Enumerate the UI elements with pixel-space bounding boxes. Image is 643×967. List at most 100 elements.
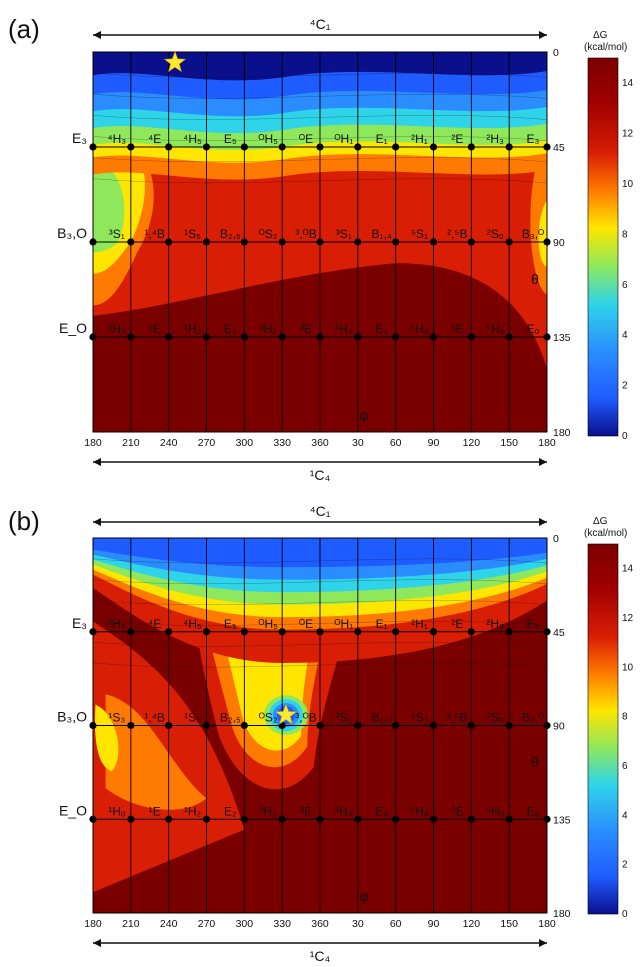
conformer-point — [165, 815, 173, 823]
bottom-arrow-right-head — [539, 939, 547, 947]
conformer-point — [202, 238, 211, 246]
conformer-point — [505, 628, 513, 636]
y-tick-label: 0 — [553, 533, 559, 545]
conformer-label: ⁵S₁ — [411, 227, 428, 241]
conformer-point — [505, 721, 513, 730]
top-axis-label: ⁴C₁ — [310, 16, 331, 32]
conformer-label: ⁵E — [451, 322, 464, 336]
conformer-point — [505, 333, 513, 341]
region-right-yellow — [538, 199, 547, 268]
conformer-point — [354, 815, 362, 823]
conformer-label: B₁,₄ — [372, 711, 392, 725]
y-tick-label: 180 — [553, 908, 571, 920]
x-tick-label: 120 — [463, 437, 481, 449]
y-tick-label: 135 — [553, 332, 571, 344]
conformer-point — [392, 628, 400, 636]
colorbar-title: ΔG — [593, 30, 608, 41]
colorbar-tick: 10 — [622, 662, 634, 673]
row-label: E_O — [59, 320, 87, 336]
conformer-point — [89, 721, 97, 730]
conformer-label: ²,⁵B — [447, 711, 467, 725]
conformer-point — [467, 333, 475, 341]
conformer-label: ³S₁ — [336, 227, 352, 241]
top-arrow-left-head — [93, 31, 101, 39]
conformer-label: E₃ — [527, 617, 540, 631]
row-label: B₃,O — [57, 225, 87, 241]
conformer-point — [127, 721, 135, 730]
conformer-point — [392, 815, 400, 823]
x-tick-label: 60 — [390, 437, 402, 449]
conformer-label: Eₒ — [527, 804, 540, 818]
conformer-point — [467, 143, 475, 151]
y-axis-label: θ — [531, 271, 539, 287]
star-marker — [274, 703, 298, 725]
conformer-point — [505, 238, 513, 246]
conformer-label: ⁴E — [148, 617, 161, 631]
conformer-point — [240, 143, 248, 151]
colorbar — [587, 57, 619, 437]
colorbar-unit: (kcal/mol) — [584, 42, 627, 53]
conformer-label: ¹,⁴B — [144, 227, 165, 241]
conformer-point — [467, 238, 475, 246]
conformer-point — [316, 628, 324, 636]
conformer-point — [165, 238, 173, 246]
conformer-point — [165, 143, 173, 151]
conformer-label: ⁵H₄ — [410, 804, 429, 818]
conformer-label: E₁ — [376, 132, 388, 146]
conformer-label: E₂ — [224, 322, 237, 336]
conformer-label: ¹S₅ — [184, 227, 201, 241]
y-axis-label: θ — [531, 754, 539, 770]
conformer-point — [543, 815, 551, 823]
conformer-point — [543, 721, 551, 730]
colorbar-tick: 0 — [622, 909, 628, 920]
row-label: E₃ — [72, 615, 87, 631]
row-label: E_O — [59, 802, 87, 818]
conformer-point — [89, 333, 97, 341]
x-tick-label: 330 — [273, 918, 291, 930]
conformer-label: ᴼH₁ — [334, 132, 353, 146]
conformer-point — [354, 628, 362, 636]
x-tick-label: 360 — [311, 918, 329, 930]
conformer-label: ²H₃ — [486, 132, 504, 146]
conformer-point — [392, 143, 400, 151]
conformer-point — [127, 628, 135, 636]
conformer-point — [165, 628, 173, 636]
colorbar-tick: 10 — [622, 179, 634, 190]
conformer-label: ²H₁ — [411, 132, 428, 146]
conformer-point — [127, 143, 135, 151]
conformer-point — [240, 238, 248, 246]
conformer-point — [278, 815, 286, 823]
conformer-label: Eₒ — [527, 322, 540, 336]
conformer-point — [278, 238, 286, 246]
conformer-label: ²H₃ — [108, 617, 126, 631]
conformer-label: ³H₄ — [335, 804, 353, 818]
panel-label: (a) — [8, 14, 40, 44]
colorbar-tick: 12 — [622, 129, 634, 140]
x-tick-label: 330 — [273, 437, 291, 449]
conformer-label: ¹,⁴B — [144, 711, 165, 725]
conformer-point — [316, 721, 324, 730]
conformer-label: ³H₂ — [260, 804, 278, 818]
conformer-label: E₄ — [375, 322, 388, 336]
x-axis-label: φ — [360, 407, 369, 423]
conformer-label: ⁴E — [148, 132, 161, 146]
x-tick-label: 270 — [198, 437, 216, 449]
conformer-label: ¹Hₒ — [108, 322, 126, 336]
conformer-point — [278, 333, 286, 341]
y-tick-label: 0 — [553, 47, 559, 59]
conformer-point — [278, 143, 286, 151]
colorbar-tick: 4 — [622, 330, 628, 341]
colorbar-tick: 8 — [622, 229, 628, 240]
conformer-label: ¹E — [149, 322, 161, 336]
row-label: B₃,O — [57, 709, 87, 725]
conformer-label: B₂,₅ — [220, 711, 241, 725]
conformer-label: E₅ — [224, 617, 237, 631]
conformer-label: E₂ — [224, 804, 237, 818]
conformer-label: ᴼE — [299, 617, 313, 631]
conformer-label: ⁵E — [451, 804, 464, 818]
conformer-point — [240, 333, 248, 341]
region-left-green — [93, 157, 125, 253]
conformer-point — [429, 628, 438, 636]
bottom-axis-label: ¹C₄ — [310, 467, 331, 483]
conformer-label: ³S₁ — [109, 227, 125, 241]
